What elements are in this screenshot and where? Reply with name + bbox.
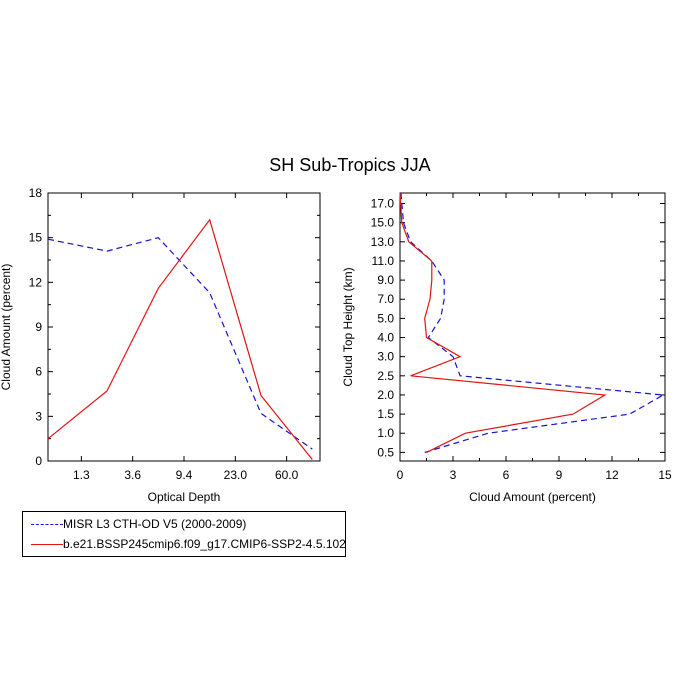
y-tick-label: 1.0 <box>377 426 394 440</box>
legend-swatch-obs <box>31 524 63 525</box>
legend-entry-obs: MISR L3 CTH-OD V5 (2000-2009) <box>23 515 345 535</box>
x-tick-label: 3 <box>450 468 457 482</box>
right-panel-cloud-top-height: 0 3 6 9 12 15 0.5 1.0 1.5 2.0 2.5 3.0 4.0 5.0 7.0 9.0 11… <box>341 192 672 504</box>
series-line-model <box>47 218 313 460</box>
y-tick-label: 17.0 <box>371 197 395 211</box>
y-tick-label: 2.0 <box>377 388 394 402</box>
y-tick-label: 15.0 <box>371 216 395 230</box>
y-tick-label: 1.5 <box>377 407 394 421</box>
x-tick-label: 1.3 <box>73 468 90 482</box>
y-tick-label: 7.0 <box>377 292 394 306</box>
legend: MISR L3 CTH-OD V5 (2000-2009) b.e21.BSSP… <box>22 511 346 557</box>
x-tick-label: 6 <box>503 468 510 482</box>
legend-label-obs: MISR L3 CTH-OD V5 (2000-2009) <box>63 517 247 531</box>
x-tick-label: 3.6 <box>124 468 141 482</box>
series-line-model <box>399 192 607 453</box>
y-tick-label: 15 <box>29 231 43 245</box>
y-tick-label: 4.0 <box>377 331 394 345</box>
y-tick-label: 18 <box>29 186 43 200</box>
y-axis-label: Cloud Top Height (km) <box>341 267 355 386</box>
y-tick-label: 12 <box>29 275 43 289</box>
legend-swatch-model <box>31 544 63 545</box>
x-tick-label: 23.0 <box>224 468 248 482</box>
y-tick-label: 13.0 <box>371 235 395 249</box>
left-panel-optical-depth: 1.3 3.6 9.4 23.0 60.0 0 3 6 9 12 15 18 Optical Depth… <box>0 186 321 504</box>
y-axis-label: Cloud Amount (percent) <box>0 264 13 391</box>
y-tick-label: 3.0 <box>377 350 394 364</box>
x-tick-label: 12 <box>605 468 619 482</box>
y-tick-label: 3 <box>35 409 42 423</box>
series-line-obs <box>47 237 313 450</box>
x-axis-label: Cloud Amount (percent) <box>469 490 596 504</box>
y-tick-label: 0.5 <box>377 445 394 459</box>
plot-frame <box>47 192 321 462</box>
x-tick-label: 9 <box>556 468 563 482</box>
x-tick-label: 15 <box>658 468 672 482</box>
y-tick-label: 11.0 <box>372 254 395 268</box>
x-tick-label: 60.0 <box>275 468 299 482</box>
y-tick-label: 2.5 <box>377 369 394 383</box>
x-tick-label: 9.4 <box>176 468 193 482</box>
y-tick-label: 9 <box>35 320 42 334</box>
x-tick-label: 0 <box>397 468 404 482</box>
y-tick-label: 5.0 <box>377 311 394 325</box>
legend-entry-model: b.e21.BSSP245cmip6.f09_g17.CMIP6-SSP2-4.… <box>23 535 346 555</box>
legend-label-model: b.e21.BSSP245cmip6.f09_g17.CMIP6-SSP2-4.… <box>63 537 346 551</box>
series-line-obs <box>400 192 666 453</box>
y-tick-label: 6 <box>35 365 42 379</box>
y-tick-label: 9.0 <box>377 273 394 287</box>
chart-title: SH Sub-Tropics JJA <box>269 155 430 175</box>
x-axis-label: Optical Depth <box>148 490 221 504</box>
y-tick-label: 0 <box>35 454 42 468</box>
